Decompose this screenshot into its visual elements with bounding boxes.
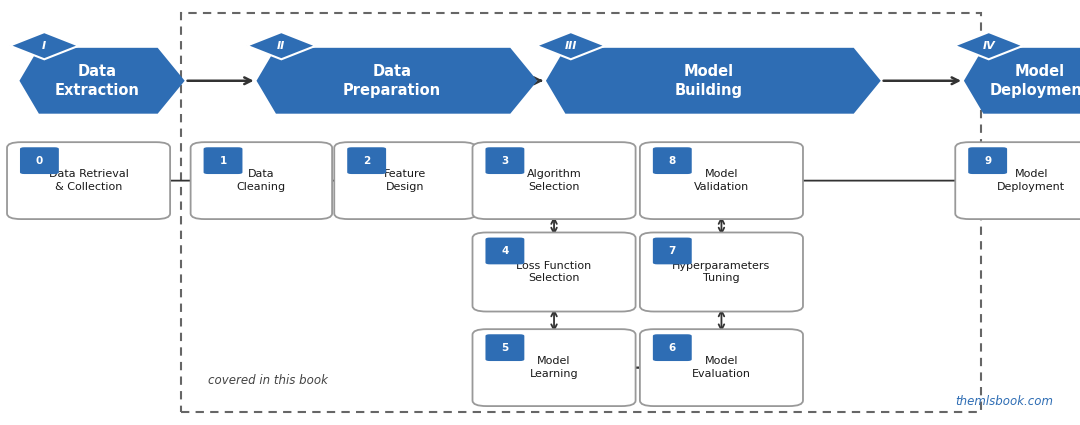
Text: covered in this book: covered in this book [208, 374, 328, 387]
FancyBboxPatch shape [473, 232, 635, 312]
FancyBboxPatch shape [639, 232, 804, 312]
FancyBboxPatch shape [652, 147, 692, 174]
FancyBboxPatch shape [652, 238, 692, 264]
Polygon shape [955, 32, 1024, 59]
FancyBboxPatch shape [190, 142, 333, 219]
Text: Data Retrieval
& Collection: Data Retrieval & Collection [49, 170, 129, 192]
Text: 0: 0 [36, 156, 43, 166]
Text: Algorithm
Selection: Algorithm Selection [527, 170, 581, 192]
Text: Loss Function
Selection: Loss Function Selection [516, 261, 592, 283]
Text: 7: 7 [669, 246, 676, 256]
Text: Model
Deployment: Model Deployment [997, 170, 1066, 192]
Text: Model
Evaluation: Model Evaluation [692, 357, 751, 379]
Text: 9: 9 [984, 156, 991, 166]
FancyBboxPatch shape [486, 334, 525, 361]
FancyBboxPatch shape [652, 334, 692, 361]
FancyBboxPatch shape [348, 147, 387, 174]
Text: 6: 6 [669, 343, 676, 353]
Text: Model
Learning: Model Learning [529, 357, 579, 379]
Text: 8: 8 [669, 156, 676, 166]
FancyBboxPatch shape [335, 142, 475, 219]
FancyBboxPatch shape [473, 142, 635, 219]
Text: Feature
Design: Feature Design [383, 170, 427, 192]
Text: 3: 3 [501, 156, 509, 166]
Text: 1: 1 [219, 156, 227, 166]
Text: themlsbook.com: themlsbook.com [955, 395, 1053, 408]
Text: III: III [565, 41, 577, 51]
Text: Model
Validation: Model Validation [693, 170, 750, 192]
Polygon shape [546, 48, 881, 114]
FancyBboxPatch shape [486, 147, 525, 174]
FancyBboxPatch shape [639, 329, 804, 406]
FancyBboxPatch shape [8, 142, 171, 219]
Text: Data
Extraction: Data Extraction [55, 64, 139, 98]
FancyBboxPatch shape [639, 142, 804, 219]
Polygon shape [246, 32, 315, 59]
Text: Data
Cleaning: Data Cleaning [237, 170, 286, 192]
Text: 4: 4 [501, 246, 509, 256]
Polygon shape [19, 48, 185, 114]
FancyBboxPatch shape [204, 147, 242, 174]
Text: II: II [278, 41, 285, 51]
Text: IV: IV [983, 41, 995, 51]
Text: Model
Deployment: Model Deployment [990, 64, 1080, 98]
FancyBboxPatch shape [486, 238, 525, 264]
Text: Hyperparameters
Tuning: Hyperparameters Tuning [673, 261, 770, 283]
FancyBboxPatch shape [968, 147, 1008, 174]
FancyBboxPatch shape [21, 147, 59, 174]
Text: I: I [42, 41, 46, 51]
Polygon shape [257, 48, 538, 114]
Polygon shape [10, 32, 79, 59]
Text: Data
Preparation: Data Preparation [343, 64, 441, 98]
Polygon shape [537, 32, 606, 59]
FancyBboxPatch shape [956, 142, 1080, 219]
Polygon shape [963, 48, 1080, 114]
Text: 2: 2 [363, 156, 370, 166]
FancyBboxPatch shape [473, 329, 635, 406]
Text: 5: 5 [501, 343, 509, 353]
Text: Model
Building: Model Building [675, 64, 742, 98]
